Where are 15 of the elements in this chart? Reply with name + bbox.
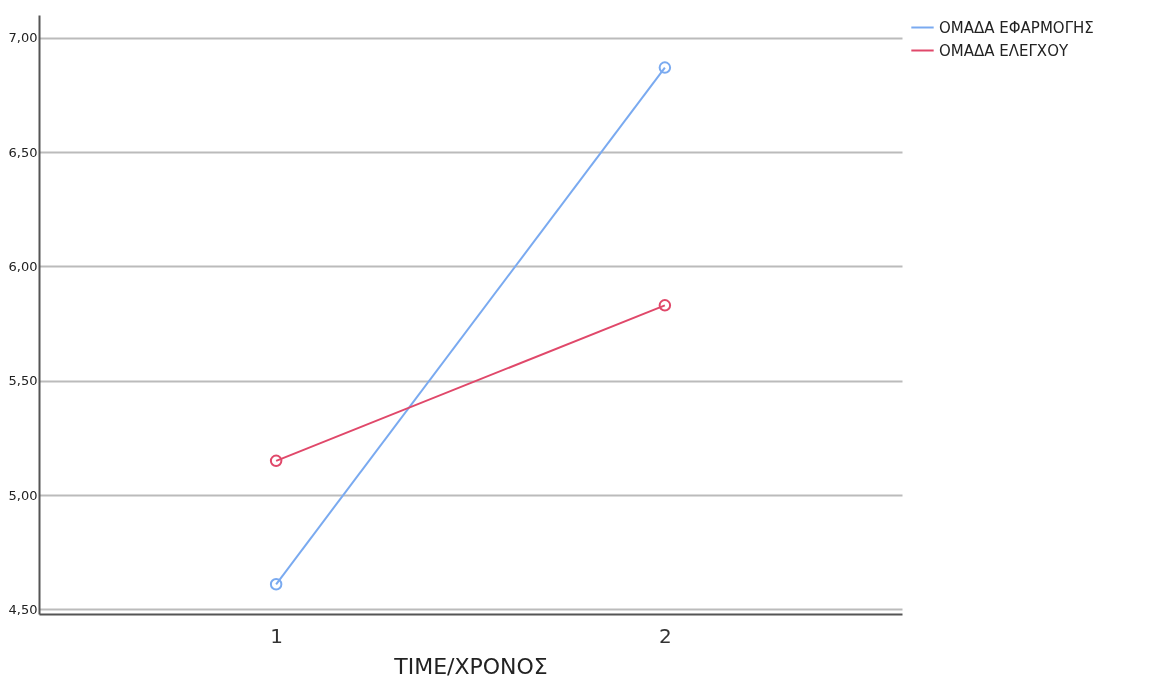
y-tick-label: 5,50	[8, 373, 38, 389]
point	[269, 578, 283, 591]
y-tick-label: 6,00	[8, 258, 38, 274]
point	[269, 454, 283, 468]
y-tick-label: 4,50	[8, 601, 38, 617]
point	[658, 299, 672, 312]
x-tick-label: 1	[270, 623, 283, 648]
x-axis-title: TIME/ΧΡΟΝΟΣ	[393, 653, 548, 679]
legend-label: ΟΜΑΔΑ ΕΛΕΓΧΟΥ	[939, 41, 1069, 60]
y-tick-label: 7,00	[8, 30, 38, 46]
point	[658, 61, 672, 74]
legend-label: ΟΜΑΔΑ ΕΦΑΡΜΟΓΗΣ	[939, 18, 1094, 37]
y-tick-label: 5,00	[8, 487, 38, 503]
y-tick-label: 6,50	[8, 144, 38, 160]
x-tick-label: 2	[659, 623, 672, 648]
